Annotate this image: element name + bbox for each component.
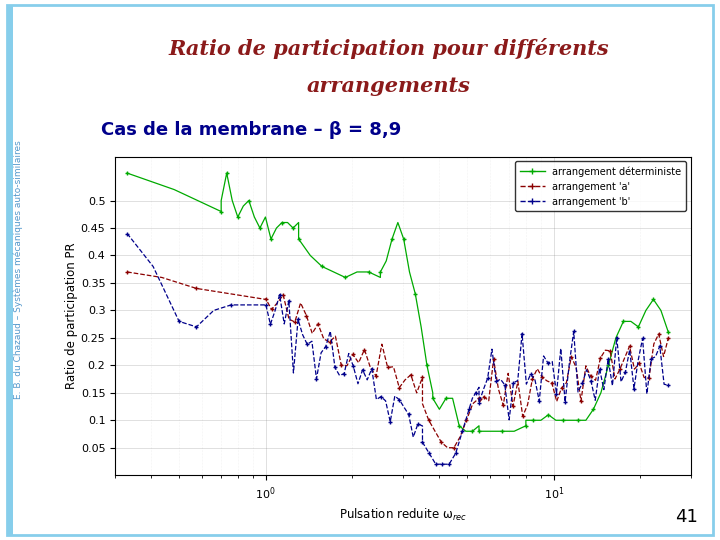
Y-axis label: Ratio de participation PR: Ratio de participation PR [65, 242, 78, 389]
Text: E. B. du Chazaud – Systèmes mécaniques auto-similaires: E. B. du Chazaud – Systèmes mécaniques a… [13, 140, 23, 400]
Text: Ratio de participation pour différents: Ratio de participation pour différents [168, 38, 609, 59]
Legend: arrangement déterministe, arrangement 'a', arrangement 'b': arrangement déterministe, arrangement 'a… [516, 161, 686, 211]
Text: 41: 41 [675, 509, 698, 526]
Text: Cas de la membrane – β = 8,9: Cas de la membrane – β = 8,9 [101, 120, 401, 139]
Bar [7, 5, 13, 535]
X-axis label: Pulsation reduite ω$_{rec}$: Pulsation reduite ω$_{rec}$ [339, 507, 467, 523]
Text: arrangements: arrangements [307, 76, 471, 97]
